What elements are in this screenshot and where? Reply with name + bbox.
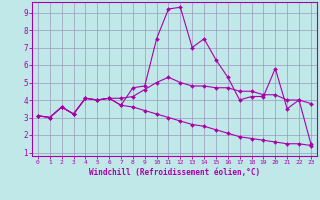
X-axis label: Windchill (Refroidissement éolien,°C): Windchill (Refroidissement éolien,°C) (89, 168, 260, 177)
